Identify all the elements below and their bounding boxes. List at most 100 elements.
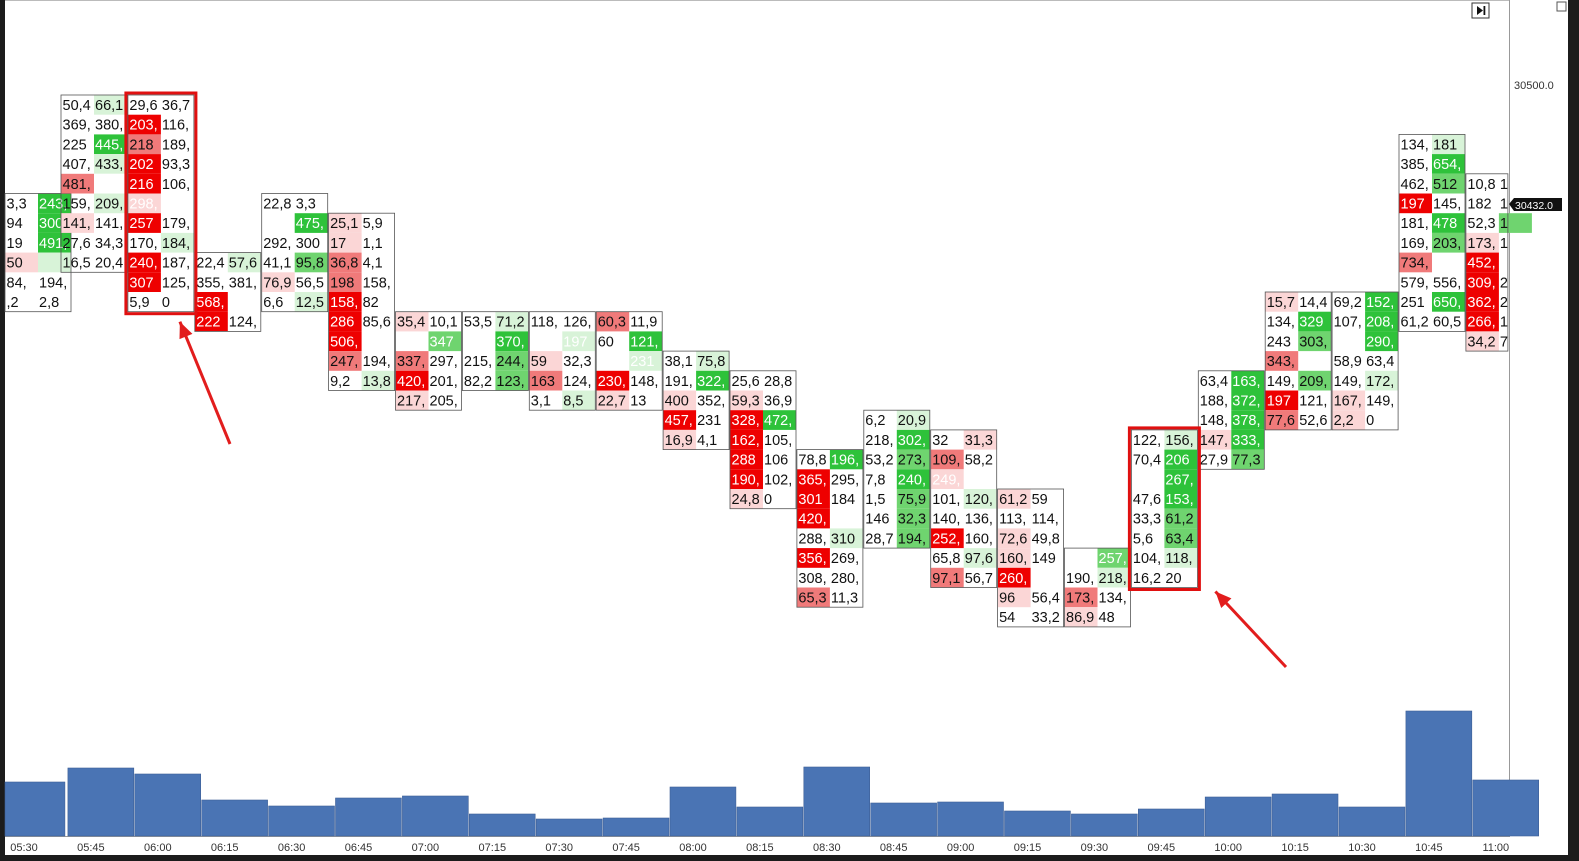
volume-bar bbox=[1338, 806, 1406, 837]
bid-volume: 225 bbox=[63, 137, 87, 153]
bid-cell bbox=[1399, 193, 1432, 214]
volume-bars bbox=[4, 710, 1540, 837]
bid-volume: 170, bbox=[129, 236, 157, 252]
bid-volume: 215, bbox=[464, 354, 492, 370]
ask-cell bbox=[1164, 528, 1198, 549]
ask-volume: 33,2 bbox=[1032, 610, 1060, 626]
bid-volume: 34,2 bbox=[1467, 334, 1495, 350]
bid-volume: 240, bbox=[129, 256, 157, 272]
ask-volume: 60,5 bbox=[1433, 315, 1461, 331]
ask-volume: 347 bbox=[430, 334, 454, 350]
ask-cell bbox=[896, 489, 930, 509]
ask-cell bbox=[896, 449, 930, 470]
candle-outline bbox=[796, 449, 864, 608]
ask-volume: 125, bbox=[162, 275, 190, 291]
ask-cell bbox=[696, 370, 730, 391]
ask-volume: 102, bbox=[764, 472, 792, 488]
volume-bar bbox=[201, 799, 268, 837]
ask-volume: 63,4 bbox=[1366, 354, 1394, 370]
bid-volume: 77,6 bbox=[1267, 413, 1295, 429]
footprint-candle: 6,2 20,9 218, 302, 53,2 273, 7,8 240, 1,5 75,9 146… bbox=[863, 409, 931, 549]
ask-volume: 194, bbox=[898, 531, 926, 547]
bid-cell bbox=[730, 390, 763, 411]
bid-cell bbox=[997, 489, 1031, 509]
ask-volume: 56,5 bbox=[296, 275, 324, 291]
ask-volume: 472, bbox=[764, 413, 792, 429]
volume-bar bbox=[602, 817, 670, 837]
ask-cell bbox=[1164, 548, 1198, 568]
bid-cell bbox=[796, 508, 830, 529]
bid-volume: 197 bbox=[1267, 394, 1291, 410]
bid-volume: 462, bbox=[1401, 177, 1429, 193]
ask-cell bbox=[1432, 173, 1465, 194]
bid-volume: 167, bbox=[1334, 394, 1362, 410]
ask-cell bbox=[1498, 213, 1532, 233]
ask-cell bbox=[428, 331, 462, 352]
ask-volume: 244, bbox=[496, 354, 524, 370]
bid-volume: 173, bbox=[1066, 591, 1094, 607]
volume-bar bbox=[1405, 710, 1473, 837]
ask-cell bbox=[94, 95, 127, 115]
ask-volume: 322, bbox=[697, 374, 725, 390]
scroll-to-end-button[interactable] bbox=[1471, 2, 1490, 19]
ask-cell bbox=[1231, 410, 1265, 430]
bid-cell bbox=[328, 272, 362, 292]
bid-volume: 188, bbox=[1200, 394, 1228, 410]
ask-volume: 209, bbox=[1299, 374, 1327, 390]
ask-cell bbox=[94, 193, 127, 214]
footprint-candles: 3,3 243, 94 300, 19 491, 50 84, 194, ,2 2,8 50,4 66,… bbox=[4, 94, 1532, 628]
bid-cell bbox=[730, 489, 763, 509]
ask-volume: 118, bbox=[1165, 551, 1192, 567]
ask-volume: 13 bbox=[630, 394, 646, 410]
footprint-candle: 22,8 3,3 475, 292, 300 41,1 95,8 76,9 56,5 6,6 12,… bbox=[261, 193, 329, 313]
bid-cell bbox=[395, 351, 429, 371]
time-tick-label: 10:45 bbox=[1415, 842, 1443, 854]
ask-volume: 57,6 bbox=[229, 256, 257, 272]
bid-volume: 78,8 bbox=[798, 453, 826, 469]
bid-cell bbox=[1399, 252, 1432, 273]
bid-volume: 5,9 bbox=[129, 295, 149, 311]
bid-volume: 288 bbox=[732, 453, 756, 469]
ask-volume: 160, bbox=[965, 531, 993, 547]
ask-volume: 231 bbox=[630, 354, 654, 370]
chart-menu-icon[interactable] bbox=[1556, 1, 1567, 12]
ask-volume: 218, bbox=[1099, 571, 1127, 587]
volume-bar bbox=[1204, 796, 1272, 837]
bid-volume: 251 bbox=[1401, 295, 1425, 311]
bid-cell bbox=[663, 410, 697, 430]
bid-volume: 50 bbox=[7, 256, 23, 272]
bid-volume: 140, bbox=[932, 512, 960, 528]
bid-volume: 146 bbox=[865, 512, 889, 528]
ask-volume: 196, bbox=[831, 453, 859, 469]
bid-volume: 61,2 bbox=[999, 492, 1027, 508]
bid-volume: 148, bbox=[1200, 413, 1228, 429]
ask-cell bbox=[1365, 311, 1399, 332]
time-tick-label: 08:45 bbox=[880, 842, 908, 854]
footprint-candle: 10,8 1 182 1 52,3 1 173, 1 452, 309, 2 362, 2 266, 1 34… bbox=[1465, 173, 1532, 352]
volume-bar bbox=[1138, 808, 1205, 837]
bid-cell bbox=[596, 370, 630, 391]
ask-volume: 134, bbox=[1099, 591, 1127, 607]
ask-volume: 203, bbox=[1433, 236, 1461, 252]
bid-cell bbox=[127, 193, 161, 214]
ask-cell bbox=[1298, 370, 1332, 391]
time-tick-label: 05:45 bbox=[77, 842, 105, 854]
ask-volume: 243, bbox=[39, 197, 67, 213]
bid-cell bbox=[1465, 311, 1499, 332]
bid-volume: 149, bbox=[1334, 374, 1362, 390]
bid-volume: 53,2 bbox=[865, 453, 893, 469]
ask-volume: 491, bbox=[39, 236, 67, 252]
ask-volume: 2 bbox=[1500, 295, 1508, 311]
bid-volume: 190, bbox=[732, 472, 760, 488]
bid-volume: 307 bbox=[129, 275, 153, 291]
ask-volume: 148, bbox=[630, 374, 658, 390]
candle-outline bbox=[1398, 133, 1466, 332]
footprint-candle: 25,1 5,9 17 1,1 36,8 4,1 198 158, 158, 82 286 85,6 5… bbox=[328, 212, 396, 391]
ask-volume: 82 bbox=[363, 295, 379, 311]
bid-volume: 16,5 bbox=[63, 256, 91, 272]
ask-cell bbox=[1365, 292, 1399, 312]
ask-cell bbox=[294, 292, 328, 312]
bid-volume: 365, bbox=[798, 472, 826, 488]
bid-volume: 32 bbox=[932, 433, 948, 449]
